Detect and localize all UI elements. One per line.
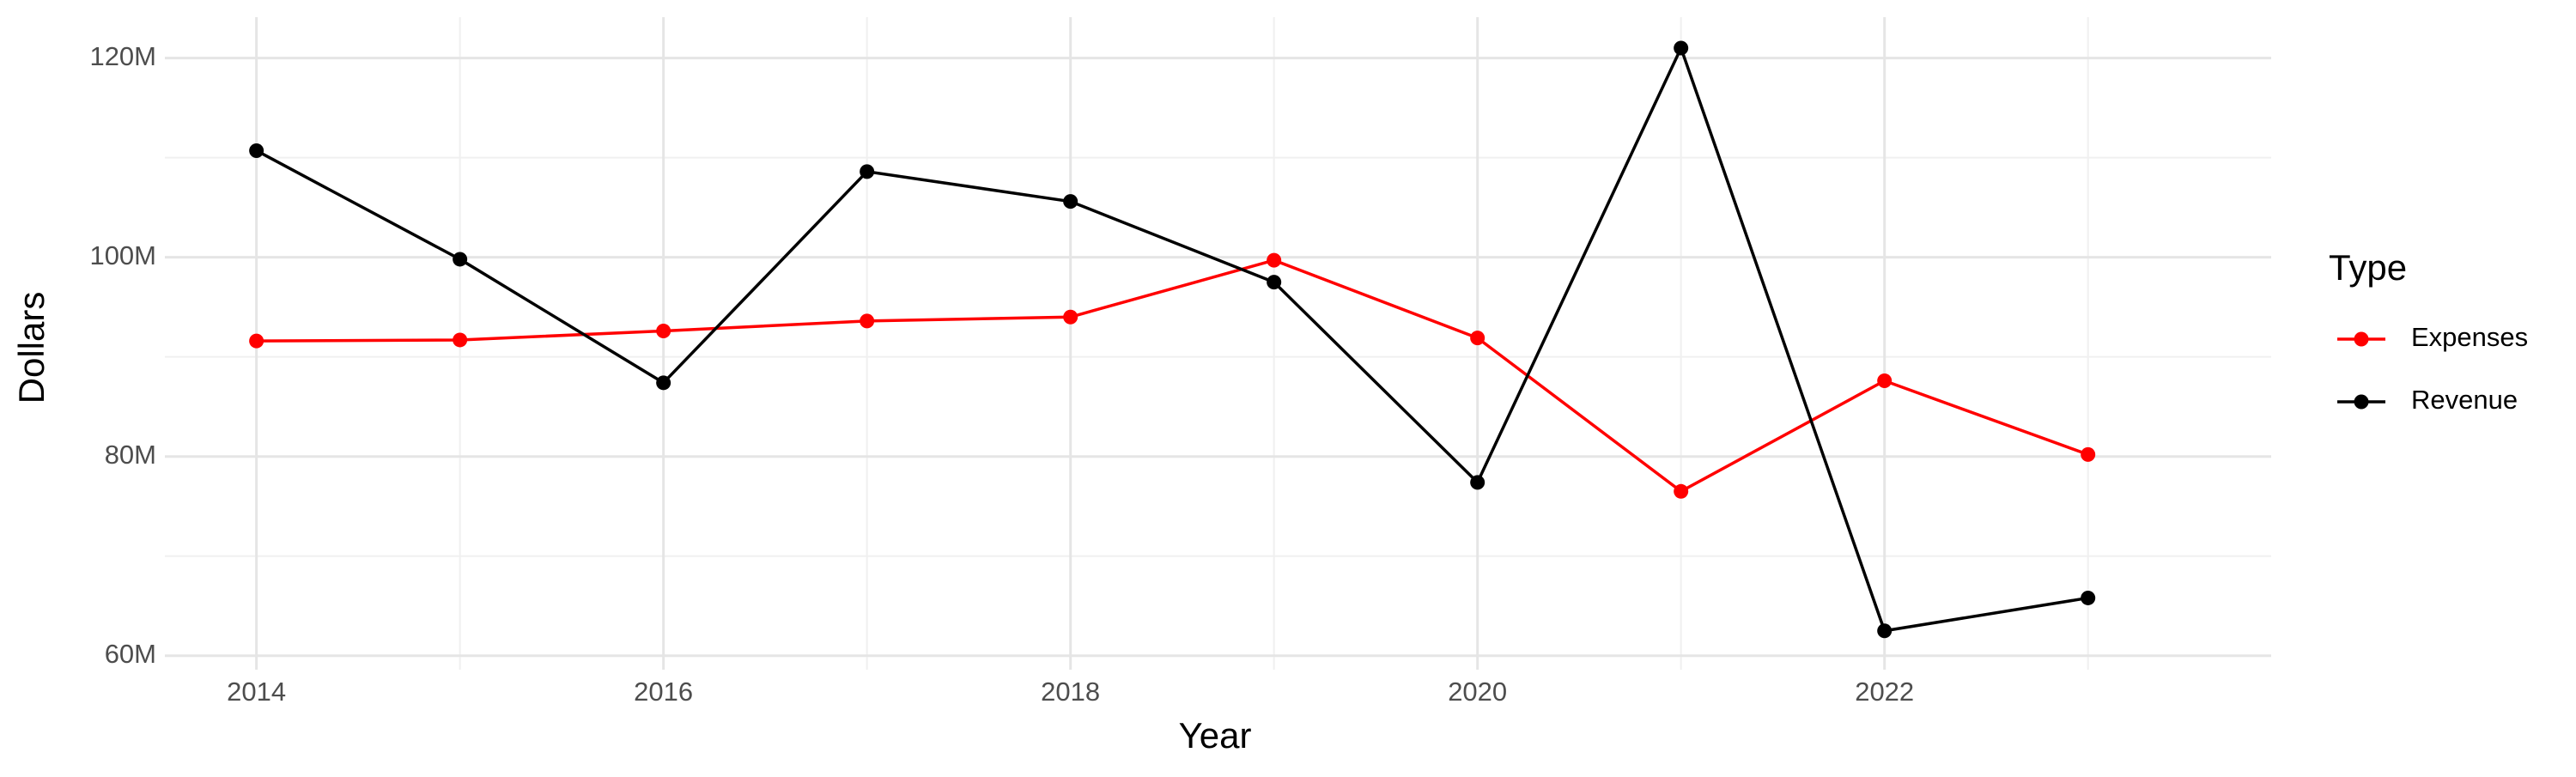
data-point <box>453 332 468 348</box>
legend-label: Expenses <box>2411 322 2528 352</box>
data-point <box>1063 309 1078 325</box>
grid <box>165 17 2271 670</box>
x-tick-label: 2020 <box>1448 677 1507 707</box>
y-tick-label: 100M <box>89 240 156 270</box>
x-axis-title: Year <box>1179 715 1252 756</box>
data-point <box>860 313 875 329</box>
series-line <box>256 258 2089 494</box>
data-point <box>1267 275 1282 290</box>
y-tick-label: 120M <box>89 41 156 71</box>
x-tick-label: 2016 <box>634 677 693 707</box>
legend-swatch-point <box>2354 331 2369 347</box>
data-point <box>656 375 671 391</box>
data-point <box>453 252 468 267</box>
data-point <box>2081 446 2096 462</box>
data-point <box>1267 252 1282 268</box>
legend-label: Revenue <box>2411 385 2518 415</box>
data-point <box>249 143 264 158</box>
y-axis-title: Dollars <box>11 292 52 404</box>
data-point <box>1674 483 1689 499</box>
y-tick-label: 60M <box>105 639 156 669</box>
data-point <box>1063 194 1078 209</box>
legend-title: Type <box>2329 247 2407 288</box>
data-point <box>2081 590 2096 605</box>
y-tick-label: 80M <box>105 440 156 470</box>
x-tick-label: 2014 <box>227 677 286 707</box>
data-point <box>1470 331 1485 346</box>
data-point <box>1470 475 1485 490</box>
data-point <box>1674 40 1689 56</box>
data-point <box>1877 373 1893 389</box>
x-tick-label: 2018 <box>1041 677 1100 707</box>
data-point <box>656 323 671 338</box>
legend-swatch-point <box>2354 394 2369 410</box>
data-point <box>249 333 264 349</box>
data-point <box>1877 623 1893 639</box>
x-tick-label: 2022 <box>1855 677 1914 707</box>
data-point <box>860 164 875 179</box>
series-line <box>255 44 2088 633</box>
